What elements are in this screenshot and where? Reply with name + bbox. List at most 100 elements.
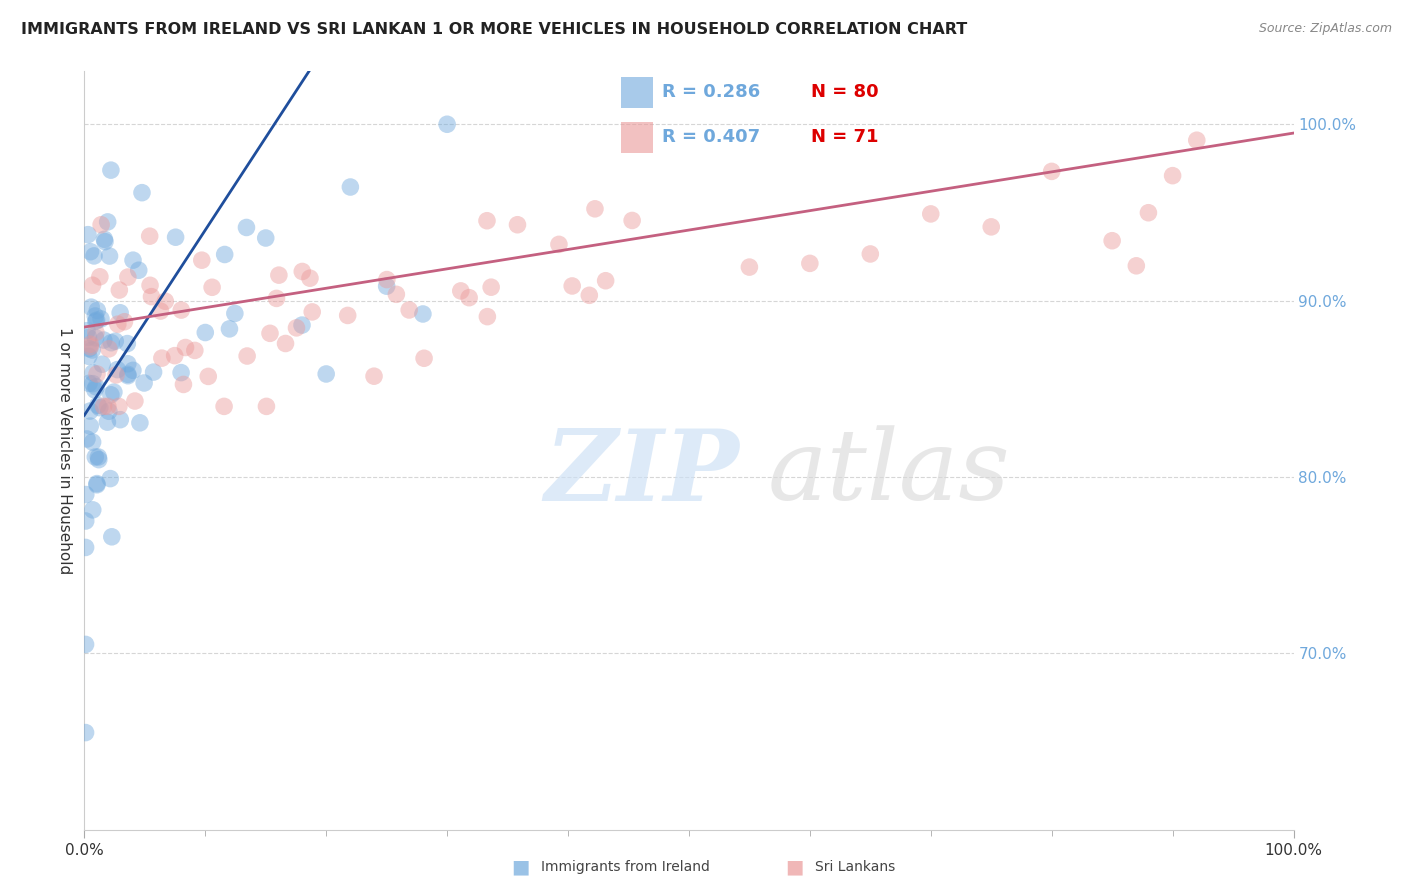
Point	[75, 541, 97, 555]
Point	[84, 326, 107, 340]
Point	[920, 207, 942, 221]
Point	[77, 227, 100, 242]
Point	[1040, 164, 1063, 178]
Point	[165, 230, 187, 244]
Point	[1161, 169, 1184, 183]
Point	[141, 290, 163, 304]
Point	[108, 283, 131, 297]
Point	[285, 321, 308, 335]
Point	[83, 383, 105, 397]
Point	[90, 311, 112, 326]
Point	[385, 287, 408, 301]
Point	[128, 263, 150, 277]
Point	[75, 487, 97, 501]
Point	[87, 398, 110, 412]
Point	[256, 400, 278, 414]
Point	[194, 326, 217, 340]
Point	[235, 220, 257, 235]
Point	[301, 305, 323, 319]
Point	[94, 235, 117, 249]
Point	[191, 253, 214, 268]
Point	[77, 330, 100, 344]
Point	[83, 249, 105, 263]
Point	[79, 340, 101, 354]
Point	[1125, 259, 1147, 273]
Text: ZIP: ZIP	[544, 425, 738, 522]
Point	[583, 202, 606, 216]
Point	[155, 294, 177, 309]
Point	[214, 247, 236, 261]
Point	[218, 322, 240, 336]
Point	[75, 514, 97, 528]
Point	[80, 300, 103, 314]
Point	[172, 377, 194, 392]
Point	[79, 404, 101, 418]
Point	[76, 432, 98, 446]
Point	[298, 271, 321, 285]
Point	[170, 366, 193, 380]
Point	[117, 270, 139, 285]
Point	[97, 404, 120, 418]
Point	[259, 326, 281, 341]
Point	[86, 303, 108, 318]
Point	[738, 260, 761, 274]
Y-axis label: 1 or more Vehicles in Household: 1 or more Vehicles in Household	[56, 326, 72, 574]
Point	[117, 368, 139, 382]
Point	[86, 313, 108, 327]
Point	[412, 307, 434, 321]
Point	[267, 268, 290, 282]
Point	[96, 415, 118, 429]
Point	[90, 218, 112, 232]
Text: IMMIGRANTS FROM IRELAND VS SRI LANKAN 1 OR MORE VEHICLES IN HOUSEHOLD CORRELATIO: IMMIGRANTS FROM IRELAND VS SRI LANKAN 1 …	[21, 22, 967, 37]
Point	[98, 472, 121, 486]
Point	[91, 357, 114, 371]
Point	[339, 180, 361, 194]
Point	[107, 317, 129, 331]
Point	[163, 349, 186, 363]
Point	[100, 388, 122, 402]
Point	[174, 341, 197, 355]
Point	[82, 503, 104, 517]
Point	[980, 219, 1002, 234]
Point	[336, 309, 359, 323]
Point	[105, 368, 128, 382]
Point	[458, 291, 481, 305]
Point	[291, 264, 314, 278]
Point	[117, 357, 139, 371]
Point	[138, 229, 160, 244]
Point	[93, 400, 115, 414]
Point	[479, 280, 502, 294]
Text: ■: ■	[785, 857, 804, 877]
Point	[77, 349, 100, 363]
Point	[97, 342, 120, 356]
Point	[76, 324, 98, 338]
Point	[84, 380, 107, 394]
Point	[117, 368, 139, 383]
Point	[110, 412, 132, 426]
Point	[79, 337, 101, 351]
Point	[595, 274, 617, 288]
Point	[150, 351, 173, 366]
Point	[236, 349, 259, 363]
Text: N = 80: N = 80	[811, 83, 879, 101]
Point	[82, 376, 104, 391]
Point	[87, 450, 110, 464]
Point	[129, 416, 152, 430]
Point	[254, 231, 277, 245]
Bar	[621, 122, 652, 153]
Point	[201, 280, 224, 294]
Point	[1185, 133, 1208, 147]
Text: ■: ■	[510, 857, 530, 877]
Point	[398, 303, 420, 318]
Point	[224, 306, 246, 320]
Point	[108, 306, 131, 320]
Point	[375, 272, 398, 286]
Point	[413, 351, 436, 366]
Point	[1101, 234, 1123, 248]
Text: atlas: atlas	[768, 425, 1011, 521]
Point	[82, 366, 104, 380]
Point	[100, 335, 122, 350]
Point	[134, 376, 156, 390]
Point	[139, 278, 162, 293]
Point	[131, 186, 153, 200]
